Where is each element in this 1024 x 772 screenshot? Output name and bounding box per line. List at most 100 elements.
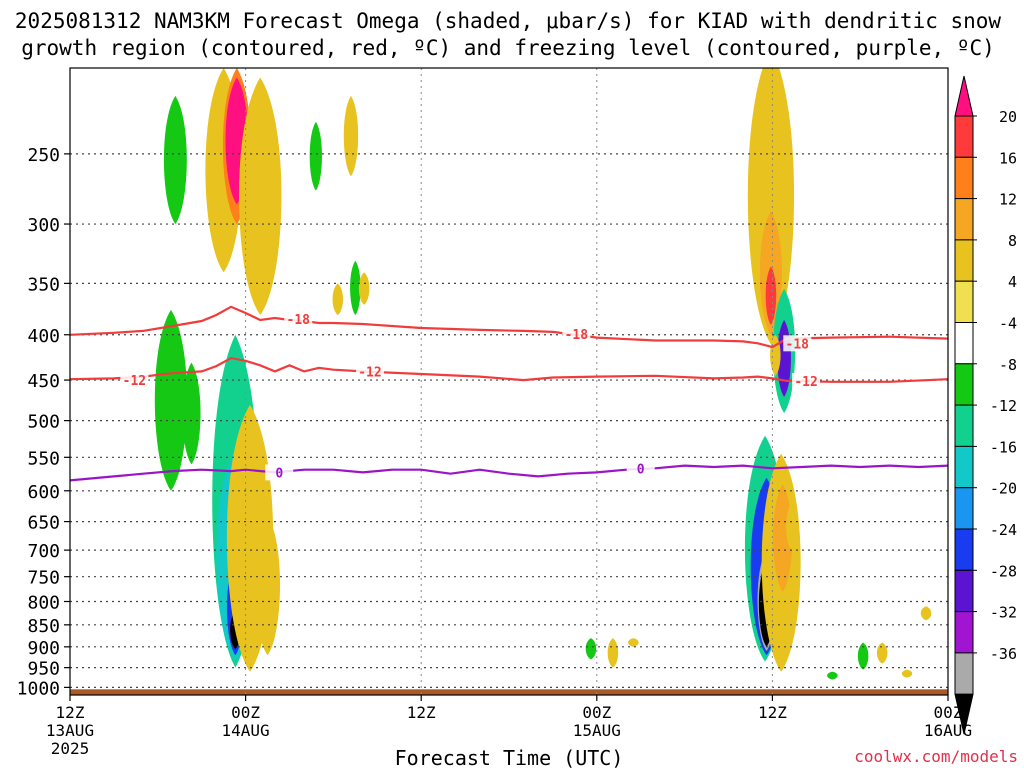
contour-line-2 — [70, 464, 948, 482]
colorbar-band-3 — [954, 198, 974, 241]
omega-region-35 — [857, 642, 869, 670]
x-tick-label-48: 12Z — [758, 703, 787, 722]
contour-label-bg — [783, 335, 812, 352]
chart-title-line1: 2025081312 NAM3KM Forecast Omega (shaded… — [15, 9, 1002, 33]
omega-region-9 — [358, 272, 370, 305]
colorbar-band-1 — [954, 115, 974, 158]
contour-label-1-1: -12 — [358, 365, 381, 380]
terrain-rect — [70, 689, 948, 695]
omega-region-37 — [901, 669, 913, 678]
colorbar-label-6: -8 — [999, 356, 1017, 374]
colorbar-band-5 — [954, 280, 974, 324]
contour-label-bg — [284, 311, 313, 328]
contour-label-bg — [626, 460, 655, 477]
colorbar-label-2: 12 — [999, 191, 1017, 209]
colorbar-label-4: 4 — [1008, 273, 1017, 291]
x-tick-label-0: 12Z — [56, 703, 85, 722]
contour-label-1-0: -12 — [123, 374, 146, 389]
contour-label-0-0: -18 — [287, 313, 311, 328]
y-tick-label-650: 650 — [27, 513, 60, 534]
colorbar-label-5: -4 — [999, 315, 1017, 333]
colorbar-band-14 — [954, 652, 974, 695]
contour-label-0-1: -18 — [565, 328, 589, 343]
colorbar-label-13: -36 — [990, 645, 1017, 663]
y-tick-label-600: 600 — [27, 482, 60, 503]
x-tick-label-24: 12Z — [407, 703, 436, 722]
colorbar-label-11: -28 — [990, 562, 1017, 580]
credit-text: coolwx.com/models — [854, 747, 1018, 766]
contour-label-bg — [562, 325, 591, 342]
colorbar-label-1: 16 — [999, 149, 1017, 167]
colorbar-label-10: -24 — [990, 521, 1017, 539]
contour-label-bg — [355, 363, 384, 380]
colorbar-band-6 — [954, 322, 974, 365]
contour-line-0 — [70, 305, 948, 349]
contour-label-2-1: 0 — [637, 462, 645, 477]
omega-region-38 — [920, 606, 932, 621]
omega-region-31 — [585, 638, 597, 660]
colorbar-band-11 — [954, 528, 974, 571]
chart-title-line2: growth region (contoured, red, ºC) and f… — [21, 36, 995, 60]
x-tick-label-12: 00Z — [231, 703, 260, 722]
x-tick-date-60: 16AUG — [924, 721, 972, 740]
plot-frame — [69, 67, 949, 696]
y-tick-label-800: 800 — [27, 593, 60, 614]
contour-label-bg — [120, 372, 149, 389]
colorbar-label-0: 20 — [999, 108, 1017, 126]
omega-region-6 — [343, 95, 359, 177]
omega-region-0 — [163, 95, 187, 225]
y-tick-label-700: 700 — [27, 541, 60, 562]
omega-region-29 — [773, 484, 793, 592]
y-axis: 2503003504004505005506006507007508008509… — [17, 145, 70, 699]
colorbar-band-10 — [954, 487, 974, 530]
colorbar-band-2 — [954, 156, 974, 200]
x-tick-year-0: 2025 — [51, 739, 90, 758]
y-tick-label-500: 500 — [27, 412, 60, 433]
y-tick-label-950: 950 — [27, 659, 60, 680]
colorbar-band-13 — [954, 611, 974, 654]
omega-region-20 — [765, 266, 777, 326]
colorbar-label-12: -32 — [990, 604, 1017, 622]
y-tick-label-350: 350 — [27, 274, 60, 295]
contour-label-0-2: -18 — [786, 337, 810, 352]
y-tick-label-900: 900 — [27, 638, 60, 659]
x-tick-date-12: 14AUG — [222, 721, 270, 740]
y-tick-label-550: 550 — [27, 448, 60, 469]
y-tick-label-400: 400 — [27, 326, 60, 347]
contour-label-2-0: 0 — [275, 466, 283, 481]
colorbar-bottom-arrow — [954, 693, 974, 735]
contour-lines: -18 -18 -18 -12 -12 -12 0 0 — [70, 305, 948, 482]
omega-region-8 — [350, 260, 361, 316]
omega-region-11 — [182, 362, 201, 465]
omega-region-7 — [332, 283, 344, 316]
omega-region-34 — [827, 671, 838, 680]
colorbar-label-8: -16 — [990, 438, 1017, 456]
x-axis-label: Forecast Time (UTC) — [395, 746, 624, 768]
colorbar-label-3: 8 — [1008, 232, 1017, 250]
contour-label-1-2: -12 — [794, 375, 817, 390]
x-tick-date-0: 13AUG — [46, 721, 94, 740]
omega-region-4 — [239, 77, 282, 316]
colorbar-band-8 — [954, 404, 974, 447]
y-tick-label-450: 450 — [27, 371, 60, 392]
omega-region-36 — [876, 642, 888, 664]
colorbar-band-12 — [954, 569, 974, 613]
omega-region-18 — [747, 68, 795, 345]
x-tick-label-36: 00Z — [582, 703, 611, 722]
omega-shading — [154, 68, 932, 680]
contour-label-bg — [792, 372, 821, 389]
grid-lines — [69, 68, 949, 695]
omega-region-5 — [309, 121, 322, 191]
colorbar-band-7 — [954, 363, 974, 406]
colorbar-band-9 — [954, 445, 974, 489]
contour-label-bg — [265, 464, 294, 481]
colorbar-band-4 — [954, 239, 974, 282]
omega-region-17 — [255, 515, 281, 656]
y-tick-label-750: 750 — [27, 568, 60, 589]
y-tick-label-300: 300 — [27, 215, 60, 236]
y-tick-label-250: 250 — [27, 145, 60, 166]
omega-region-33 — [628, 638, 639, 647]
